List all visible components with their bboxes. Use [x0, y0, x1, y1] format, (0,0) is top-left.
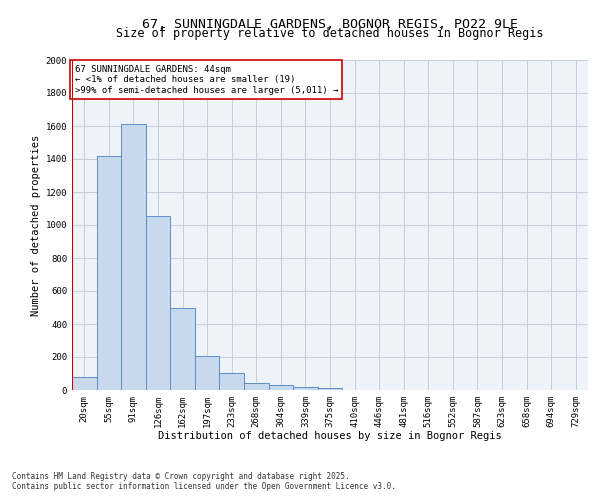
- Bar: [146, 216, 170, 390]
- Bar: [244, 384, 269, 390]
- Bar: [97, 156, 121, 390]
- Text: 67, SUNNINGDALE GARDENS, BOGNOR REGIS, PO22 9LE: 67, SUNNINGDALE GARDENS, BOGNOR REGIS, P…: [142, 18, 518, 30]
- Text: 67 SUNNINGDALE GARDENS: 44sqm
← <1% of detached houses are smaller (19)
>99% of : 67 SUNNINGDALE GARDENS: 44sqm ← <1% of d…: [74, 65, 338, 95]
- Bar: [195, 356, 220, 390]
- Bar: [318, 388, 342, 390]
- Bar: [72, 377, 97, 390]
- Bar: [293, 386, 318, 390]
- Text: Contains HM Land Registry data © Crown copyright and database right 2025.: Contains HM Land Registry data © Crown c…: [12, 472, 350, 481]
- Bar: [269, 385, 293, 390]
- Bar: [220, 372, 244, 390]
- Text: Size of property relative to detached houses in Bognor Regis: Size of property relative to detached ho…: [116, 28, 544, 40]
- Y-axis label: Number of detached properties: Number of detached properties: [31, 134, 41, 316]
- Bar: [121, 124, 146, 390]
- X-axis label: Distribution of detached houses by size in Bognor Regis: Distribution of detached houses by size …: [158, 432, 502, 442]
- Bar: [170, 308, 195, 390]
- Text: Contains public sector information licensed under the Open Government Licence v3: Contains public sector information licen…: [12, 482, 396, 491]
